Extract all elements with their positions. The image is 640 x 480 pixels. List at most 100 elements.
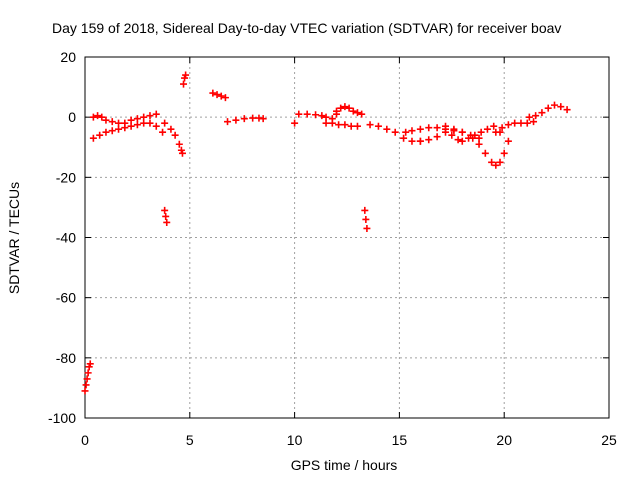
data-points xyxy=(81,71,571,395)
series-seg-dip-near-4 xyxy=(161,206,171,226)
data-point xyxy=(121,119,129,127)
data-point xyxy=(538,109,546,117)
data-point xyxy=(133,121,141,129)
data-point xyxy=(182,71,190,79)
data-point xyxy=(362,215,370,223)
data-point xyxy=(490,122,498,130)
data-point xyxy=(152,110,160,118)
data-point xyxy=(492,128,500,136)
data-point xyxy=(442,122,450,130)
data-point xyxy=(442,128,450,136)
data-point xyxy=(361,206,369,214)
data-point xyxy=(465,134,473,142)
series-seg-19-5-21-5 xyxy=(492,118,538,136)
data-point xyxy=(175,140,183,148)
data-point xyxy=(347,122,355,130)
data-point xyxy=(312,111,320,119)
data-point xyxy=(475,134,483,142)
series-seg-point-10 xyxy=(291,119,299,127)
data-point xyxy=(448,131,456,139)
data-point xyxy=(152,122,160,130)
data-point xyxy=(353,122,361,130)
data-point xyxy=(525,113,533,121)
data-point xyxy=(178,149,186,157)
data-point xyxy=(563,106,571,114)
data-point xyxy=(471,131,479,139)
data-point xyxy=(224,118,232,126)
y-tick-label: -80 xyxy=(56,350,76,366)
data-point xyxy=(408,127,416,135)
x-tick-label: 25 xyxy=(601,432,617,448)
data-point xyxy=(475,140,483,148)
data-point xyxy=(171,131,179,139)
series-seg-12-13-hump xyxy=(333,103,366,118)
data-point xyxy=(483,125,491,133)
data-point xyxy=(517,119,525,127)
data-point xyxy=(162,212,170,220)
data-point xyxy=(400,134,408,142)
y-tick-label: 0 xyxy=(68,109,76,125)
y-tick-label: 20 xyxy=(60,49,76,65)
data-point xyxy=(416,137,424,145)
x-tick-label: 15 xyxy=(392,432,408,448)
data-point xyxy=(86,360,94,368)
data-point xyxy=(115,119,123,127)
data-point xyxy=(496,158,504,166)
data-point xyxy=(161,206,169,214)
data-point xyxy=(303,110,311,118)
series-seg-lower-arc xyxy=(89,119,167,142)
series-seg-initial-drop xyxy=(81,360,94,395)
data-point xyxy=(127,116,135,124)
data-point xyxy=(259,115,267,123)
data-point xyxy=(221,94,229,102)
data-point xyxy=(391,128,399,136)
data-point xyxy=(488,158,496,166)
x-tick-label: 5 xyxy=(186,432,194,448)
data-point xyxy=(374,122,382,130)
series-seg-7-8-5 xyxy=(224,114,267,126)
data-point xyxy=(511,119,519,127)
y-tick-label: -60 xyxy=(56,290,76,306)
data-point xyxy=(127,122,135,130)
data-point xyxy=(213,91,221,99)
data-point xyxy=(500,149,508,157)
data-point xyxy=(498,124,506,132)
data-point xyxy=(161,119,169,127)
data-point xyxy=(322,113,330,121)
data-point xyxy=(84,369,92,377)
data-point xyxy=(333,107,341,115)
data-point xyxy=(337,104,345,112)
data-point xyxy=(217,92,225,100)
series-seg-11-13 xyxy=(322,119,361,130)
y-axis-ticks: -100 -80 -60 -40 -20 0 20 xyxy=(48,49,609,426)
data-point xyxy=(335,121,343,129)
series-seg-21-23 xyxy=(525,101,571,121)
data-point xyxy=(146,112,154,120)
grid-lines xyxy=(85,57,609,418)
data-point xyxy=(402,128,410,136)
y-tick-label: -40 xyxy=(56,230,76,246)
data-point xyxy=(358,110,366,118)
data-point xyxy=(328,119,336,127)
series-seg-dip-near-13-5 xyxy=(361,206,371,232)
data-point xyxy=(82,381,90,389)
data-point xyxy=(450,125,458,133)
data-point xyxy=(544,104,552,112)
series-seg-descent-4-5 xyxy=(161,119,186,157)
data-point xyxy=(530,118,538,126)
data-point xyxy=(133,115,141,123)
data-point xyxy=(115,125,123,133)
data-point xyxy=(98,113,106,121)
y-tick-label: -100 xyxy=(48,410,76,426)
x-tick-label: 10 xyxy=(287,432,303,448)
data-point xyxy=(140,119,148,127)
series-seg-spike-4-8 xyxy=(180,71,190,88)
x-tick-label: 0 xyxy=(81,432,89,448)
data-point xyxy=(353,109,361,117)
data-point xyxy=(425,136,433,144)
data-point xyxy=(551,101,559,109)
data-point xyxy=(504,121,512,129)
data-point xyxy=(295,110,303,118)
data-point xyxy=(458,128,466,136)
